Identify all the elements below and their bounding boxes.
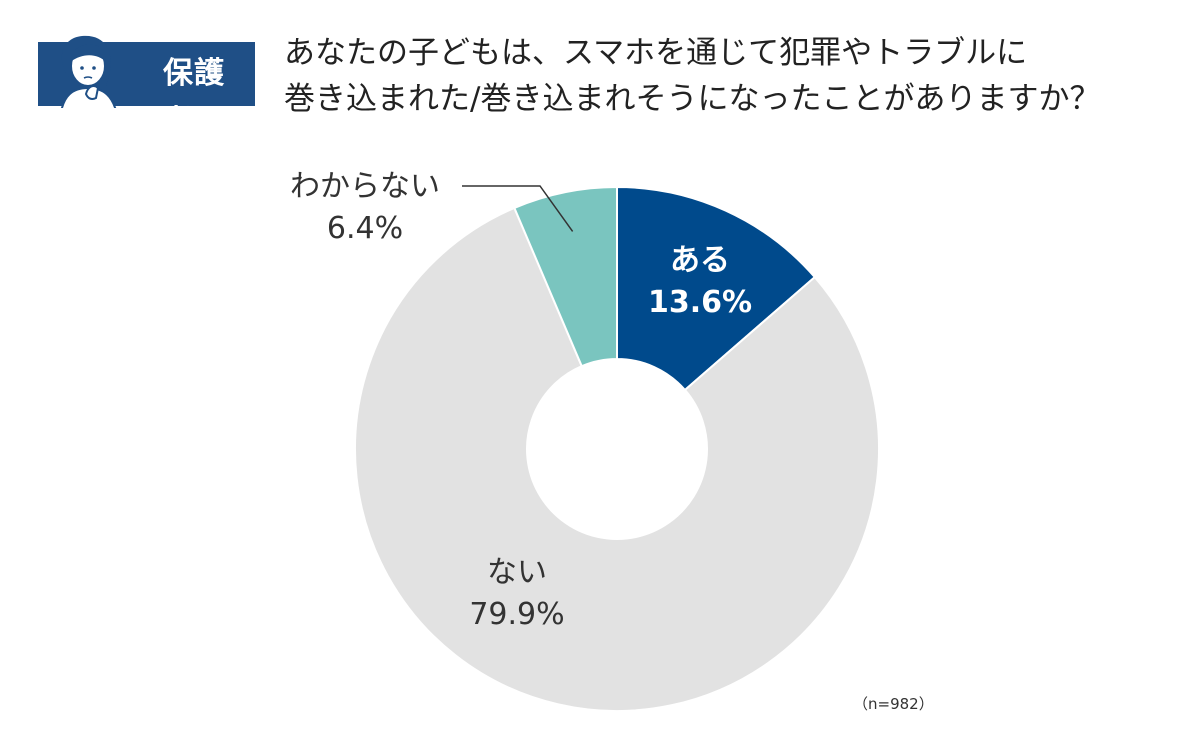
slice-value-1: 79.9%	[469, 597, 564, 632]
title-line-2: 巻き込まれた/巻き込まれそうになったことがありますか？	[284, 81, 1101, 117]
slice-value-2: 6.4%	[327, 211, 403, 246]
slice-label-0: ある	[670, 243, 730, 278]
badge-label: 保護者	[163, 56, 225, 139]
slice-1	[354, 206, 880, 712]
question-title: あなたの子どもは、スマホを通じて犯罪やトラブルに 巻き込まれた/巻き込まれそうに…	[284, 30, 1184, 122]
slice-label-1: ない	[487, 555, 547, 590]
slice-value-0: 13.6%	[648, 285, 752, 320]
slice-2	[513, 185, 618, 368]
title-line-1: あなたの子どもは、スマホを通じて犯罪やトラブルに	[284, 35, 1028, 71]
sample-size-note: （n=982）	[853, 695, 934, 713]
parent-avatar-icon	[61, 35, 117, 108]
respondent-badge: 保護者	[38, 35, 255, 139]
slice-label-2: わからない	[290, 169, 440, 204]
slice-0	[616, 185, 817, 392]
leader-line	[462, 185, 574, 232]
